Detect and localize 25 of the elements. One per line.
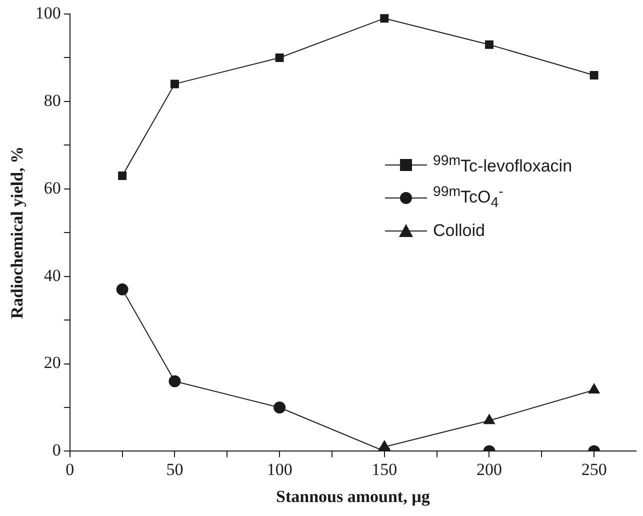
point — [118, 172, 127, 180]
y-tick-label: 100 — [35, 3, 61, 22]
y-axis-title: Radiochemical yield, % — [8, 146, 27, 319]
x-tick-label: 100 — [266, 460, 292, 479]
point — [380, 14, 389, 23]
x-tick-label: 200 — [476, 460, 502, 479]
point — [590, 70, 598, 80]
y-tick-label: 0 — [52, 440, 61, 460]
y-tick-label: 20 — [44, 353, 61, 372]
x-tick-label: 0 — [66, 460, 74, 479]
point — [483, 414, 496, 424]
point — [170, 80, 179, 88]
legend-label: Colloid — [433, 220, 485, 240]
y-tick-label: 40 — [44, 266, 61, 285]
point — [275, 53, 284, 62]
x-tick-label: 150 — [372, 460, 398, 479]
point — [588, 382, 600, 394]
x-tick-label: 50 — [166, 460, 184, 479]
x-tick-label: 250 — [581, 460, 607, 479]
y-tick-label: 60 — [44, 178, 61, 198]
point — [116, 283, 128, 296]
x-axis-title: Stannous amount, µg — [276, 487, 430, 506]
legend-label: $^{99m}$Tc-levofloxacin — [433, 152, 572, 176]
y-tick-label: 80 — [44, 90, 61, 110]
point — [484, 40, 494, 49]
